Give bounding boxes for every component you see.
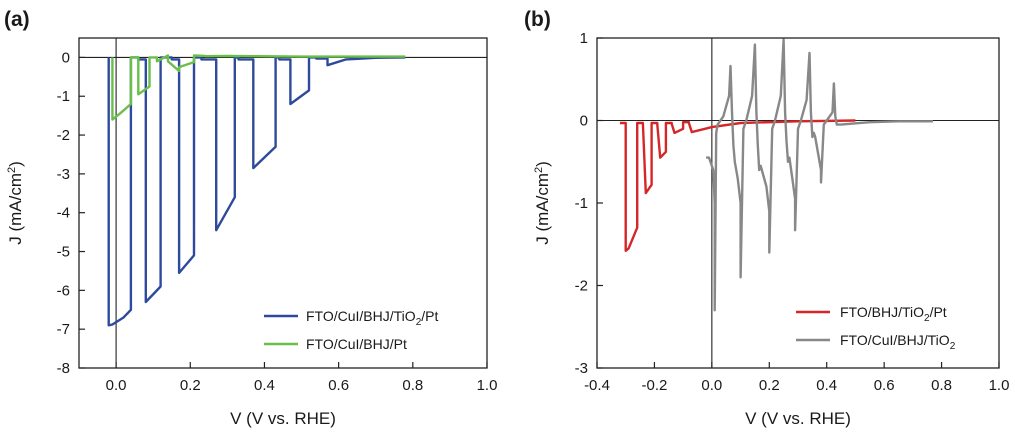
panel-b-x-tick-label: 1.0 [989, 377, 1010, 394]
panel-b-x-ticks: -0.4 -0.2 0.0 0.2 0.4 0.6 0.8 1.0 [584, 362, 1009, 394]
panel-a-y-tick-label: -4 [57, 205, 70, 222]
panel-a-x-tick-label: 0.0 [106, 377, 127, 394]
panel-a: (a) 0.0 0.2 0.4 0.6 0.8 1.0 0 -1 -2 -3 -4 -5 -6 -7 -8… [4, 8, 497, 428]
panel-a-x-tick-label: 0.6 [328, 377, 349, 394]
panel-a-x-tick-label: 1.0 [477, 377, 498, 394]
panel-a-frame [78, 37, 488, 369]
panel-b-x-tick-label: -0.2 [641, 377, 667, 394]
panel-a-series [107, 54, 406, 327]
panel-a-y-tick-label: -5 [57, 244, 70, 261]
panel-a-series-2-line [111, 54, 406, 121]
panel-a-x-tick-label: 0.2 [180, 377, 201, 394]
panel-a-x-ticks: 0.0 0.2 0.4 0.6 0.8 1.0 [106, 362, 498, 394]
panel-a-legend: FTO/CuI/BHJ/TiO2/Pt FTO/CuI/BHJ/Pt [264, 308, 438, 352]
panel-a-y-tick-label: -1 [57, 88, 70, 105]
panel-b-x-tick-label: 0.6 [874, 377, 895, 394]
panel-a-y-tick-label: -3 [57, 166, 70, 183]
panel-a-label: (a) [4, 8, 30, 31]
panel-b-x-axis-title: V (V vs. RHE) [745, 409, 851, 428]
panel-b-y-tick-label: 0 [580, 113, 588, 130]
panel-b-x-tick-label: 0.2 [759, 377, 780, 394]
panel-b-legend-label-1: FTO/BHJ/TiO2/Pt [840, 304, 947, 324]
panel-b-label: (b) [524, 8, 551, 31]
panel-b-x-tick-label: 0.0 [701, 377, 722, 394]
panel-a-y-tick-label: -7 [57, 321, 70, 338]
panel-a-x-axis-title: V (V vs. RHE) [230, 409, 336, 428]
panel-a-y-tick-label: 0 [62, 49, 70, 66]
panel-b: (b) -0.4 -0.2 0.0 0.2 0.4 0.6 0.8 1.0 10-1-2-3 … [524, 8, 1009, 428]
panel-b-series [620, 38, 933, 312]
panel-a-legend-label-1: FTO/CuI/BHJ/TiO2/Pt [306, 308, 438, 328]
panel-a-y-ticks: 0 -1 -2 -3 -4 -5 -6 -7 -8 [57, 49, 85, 377]
panel-b-y-tick-label: 1 [580, 30, 588, 47]
panel-a-x-tick-label: 0.4 [254, 377, 275, 394]
panel-a-y-tick-label: -6 [57, 282, 70, 299]
panel-b-y-tick-label: -2 [575, 278, 588, 295]
panel-b-series-1-line [620, 119, 856, 253]
panel-a-series-1-line [107, 56, 406, 327]
panel-b-y-ticks: 1 0 -1 -2 -3 [575, 30, 603, 377]
panel-a-x-tick-label: 0.8 [402, 377, 423, 394]
panel-a-y-tick-label: -8 [57, 360, 70, 377]
panel-b-legend-label-2: FTO/CuI/BHJ/TiO2 [840, 332, 956, 352]
panel-b-y-axis-title: J (mA/cm2) [533, 161, 552, 245]
panel-b-x-tick-label: -0.4 [584, 377, 610, 394]
panel-b-y-tick-label: -1 [575, 195, 588, 212]
panel-b-y-tick-label: -3 [575, 360, 588, 377]
panel-b-legend: FTO/BHJ/TiO2/Pt FTO/CuI/BHJ/TiO2 [796, 304, 956, 352]
panel-b-x-tick-label: 0.8 [931, 377, 952, 394]
panel-b-series-2-line [706, 38, 933, 312]
panel-a-legend-label-2: FTO/CuI/BHJ/Pt [306, 336, 407, 352]
panel-a-y-tick-label: -2 [57, 127, 70, 144]
panel-b-x-tick-label: 0.4 [816, 377, 837, 394]
panel-a-y-axis-title: J (mA/cm2) [6, 161, 25, 245]
